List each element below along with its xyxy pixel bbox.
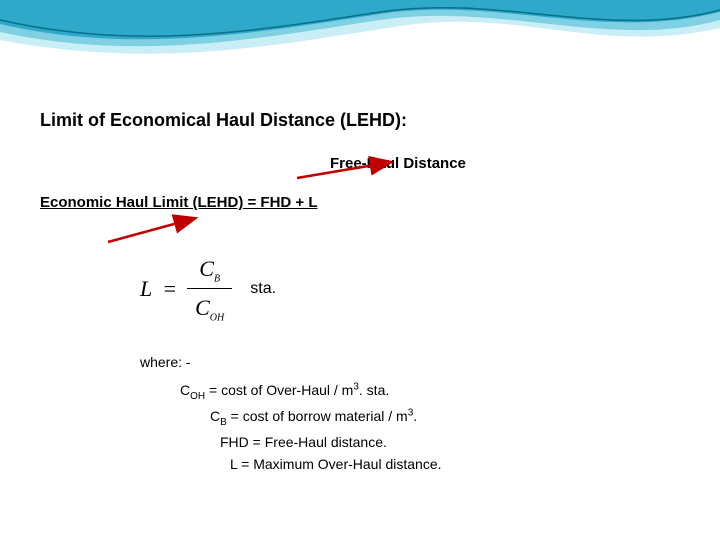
frac-num: C	[199, 256, 214, 281]
frac-den: C	[195, 295, 210, 320]
frac-den-sub: OH	[210, 313, 224, 324]
frac-num-sub: B	[214, 273, 220, 284]
wave-header	[0, 0, 720, 100]
formula-L: L = CB COH sta.	[140, 251, 680, 327]
def-coh: COH = cost of Over-Haul / m3. sta.	[180, 379, 680, 405]
lehd-equation: Economic Haul Limit (LEHD) = FHD + L	[40, 194, 680, 211]
free-haul-label: Free-Haul Distance	[330, 155, 680, 172]
def-fhd: FHD = Free-Haul distance.	[220, 431, 680, 453]
formula-fraction: CB COH	[187, 251, 232, 327]
where-block: where: - COH = cost of Over-Haul / m3. s…	[140, 351, 680, 476]
formula-block: L = CB COH sta. where: - COH = cost of O…	[140, 251, 680, 476]
def-l: L = Maximum Over-Haul distance.	[230, 453, 680, 475]
where-label: where: -	[140, 351, 680, 373]
formula-lhs: L	[140, 271, 152, 306]
slide-content: Limit of Economical Haul Distance (LEHD)…	[40, 110, 680, 476]
section-heading: Limit of Economical Haul Distance (LEHD)…	[40, 110, 680, 131]
formula-eq: =	[162, 271, 177, 306]
formula-unit: sta.	[250, 276, 276, 302]
def-cb: CB = cost of borrow material / m3.	[210, 405, 680, 431]
